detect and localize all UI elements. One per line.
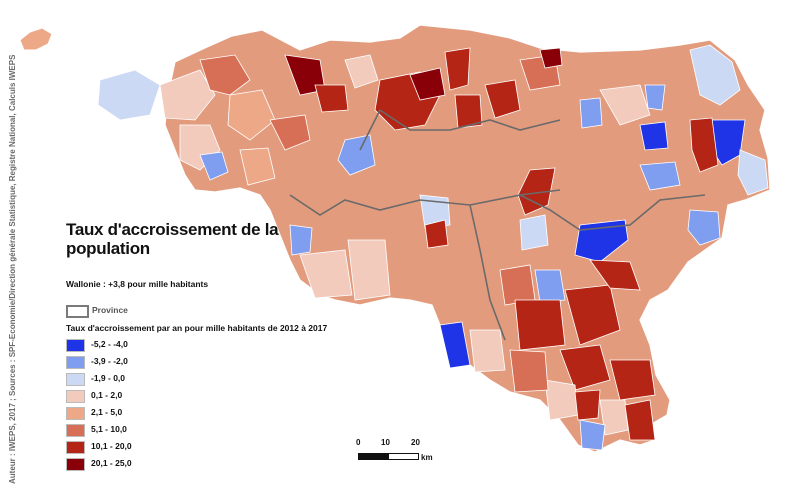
- scale-unit: km: [421, 453, 433, 462]
- credit-text: Auteur : IWEPS, 2017 ; Sources : SPF-Eco…: [8, 54, 17, 484]
- commune-patch: [469, 329, 506, 373]
- scale-tick: 20: [411, 438, 420, 447]
- legend-swatch: [66, 458, 85, 471]
- commune-patch: [509, 349, 549, 393]
- commune-patch: [539, 47, 563, 69]
- commune-patch: [519, 214, 549, 251]
- commune-patch: [484, 79, 521, 119]
- commune-patch: [609, 359, 656, 401]
- legend-swatch: [66, 424, 85, 437]
- commune-patch: [574, 389, 601, 421]
- legend-label: -5,2 - -4,0: [91, 339, 128, 349]
- scale-bar-segment: [358, 453, 389, 460]
- commune-patch: [337, 134, 376, 176]
- commune-patch: [269, 114, 311, 151]
- commune-patch: [444, 47, 471, 91]
- province-outline-swatch: [66, 305, 89, 318]
- commune-patch: [424, 219, 449, 249]
- commune-patch: [409, 67, 446, 101]
- legend-label: 10,1 - 20,0: [91, 441, 132, 451]
- province-boundary: [359, 109, 381, 151]
- commune-patch: [639, 161, 681, 191]
- island-region: [19, 27, 53, 51]
- commune-patch: [97, 69, 161, 121]
- legend-label: 2,1 - 5,0: [91, 407, 123, 417]
- commune-patch: [534, 269, 566, 303]
- commune-patch: [454, 94, 483, 129]
- commune-patch: [199, 151, 229, 181]
- commune-patch: [419, 194, 451, 229]
- legend-label: -3,9 - -2,0: [91, 356, 128, 366]
- commune-patch: [559, 344, 611, 391]
- commune-patch: [589, 259, 641, 291]
- commune-patch: [689, 44, 741, 106]
- commune-patch: [514, 299, 566, 351]
- commune-patch: [737, 149, 769, 196]
- commune-patches: [97, 44, 769, 451]
- commune-patch: [579, 97, 603, 129]
- scale-tick: 0: [356, 438, 361, 447]
- legend-title: Taux d'accroissement par an pour mille h…: [66, 323, 328, 333]
- commune-patch: [289, 224, 313, 256]
- commune-patch: [314, 84, 349, 113]
- commune-patch: [344, 54, 379, 89]
- commune-patch: [579, 419, 606, 451]
- scale-tick: 10: [381, 438, 390, 447]
- province-boundary: [519, 194, 706, 231]
- commune-patch: [624, 399, 656, 441]
- province-boundaries: [289, 109, 706, 341]
- map-title: Taux d'accroissement de la population: [66, 220, 279, 258]
- commune-patch: [689, 117, 719, 173]
- legend-label: -1,9 - 0,0: [91, 373, 126, 383]
- commune-patch: [517, 167, 556, 216]
- commune-patch: [639, 121, 669, 151]
- credit-panel: Auteur : IWEPS, 2017 ; Sources : SPF-Eco…: [0, 0, 40, 500]
- wallonia-territory: [164, 24, 771, 453]
- legend-label: 20,1 - 25,0: [91, 458, 132, 468]
- commune-patch: [599, 399, 629, 436]
- scale-bar-segment: [388, 453, 419, 460]
- commune-patch: [599, 84, 651, 126]
- province-boundary: [469, 204, 506, 341]
- scale-bar: 0 10 20 km: [356, 438, 456, 468]
- commune-patch: [239, 147, 276, 186]
- legend-label: 0,1 - 2,0: [91, 390, 123, 400]
- legend-label: 5,1 - 10,0: [91, 424, 127, 434]
- commune-patch: [159, 69, 216, 121]
- commune-patch: [544, 379, 579, 421]
- province-boundary: [289, 189, 561, 216]
- commune-patch: [687, 209, 721, 246]
- commune-patch: [439, 321, 471, 369]
- commune-patch: [574, 219, 629, 263]
- commune-patch: [199, 54, 251, 96]
- commune-patch: [564, 284, 621, 346]
- legend-swatch: [66, 373, 85, 386]
- legend-swatch: [66, 356, 85, 369]
- legend-swatch: [66, 339, 85, 352]
- map-subtitle: Wallonie : +3,8 pour mille habitants: [66, 279, 209, 289]
- commune-patch: [299, 249, 353, 299]
- legend-swatch: [66, 390, 85, 403]
- commune-patch: [227, 89, 276, 141]
- commune-patch: [347, 239, 391, 301]
- province-label: Province: [92, 305, 128, 315]
- commune-patch: [499, 264, 536, 306]
- legend-swatch: [66, 407, 85, 420]
- province-boundary: [379, 109, 561, 131]
- commune-patch: [644, 84, 666, 111]
- legend-swatch: [66, 441, 85, 454]
